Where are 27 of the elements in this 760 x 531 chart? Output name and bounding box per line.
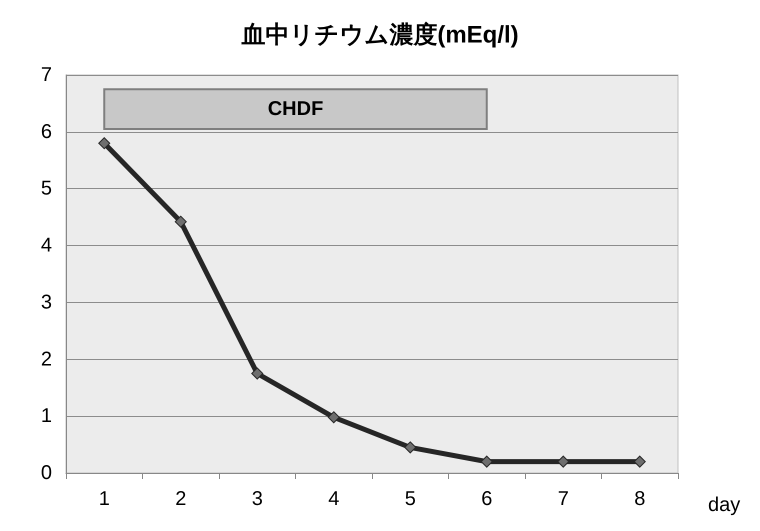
y-tick-label: 2 — [40, 348, 52, 370]
x-tick-label: 5 — [404, 488, 416, 510]
x-tick-label: 1 — [98, 488, 110, 510]
point — [480, 456, 493, 468]
point — [251, 368, 264, 380]
y-tick-label: 5 — [40, 178, 52, 200]
y-tick-label: 3 — [40, 291, 52, 314]
x-tick-label: 3 — [252, 488, 263, 510]
chart-title: 血中リチウム濃度(mEq/l) — [240, 22, 519, 48]
point — [98, 137, 110, 150]
x-tick-label: 4 — [328, 488, 340, 510]
y-tick-label: 0 — [40, 462, 52, 484]
y-tick-label: 7 — [40, 64, 52, 86]
point — [174, 216, 187, 228]
x-tick-label: 8 — [634, 488, 646, 510]
y-tick-label: 6 — [40, 120, 52, 143]
y-tick-label: 4 — [40, 234, 52, 257]
point — [557, 456, 570, 468]
point — [404, 441, 416, 454]
y-tick-label: 1 — [40, 405, 52, 428]
point — [634, 456, 646, 468]
band-label: CHDF — [268, 98, 324, 120]
x-tick-label: 7 — [558, 488, 569, 510]
x-tick-label: 6 — [481, 488, 492, 510]
x-axis-title: day — [708, 494, 740, 516]
x-tick-label: 2 — [175, 488, 186, 510]
point — [328, 411, 340, 424]
